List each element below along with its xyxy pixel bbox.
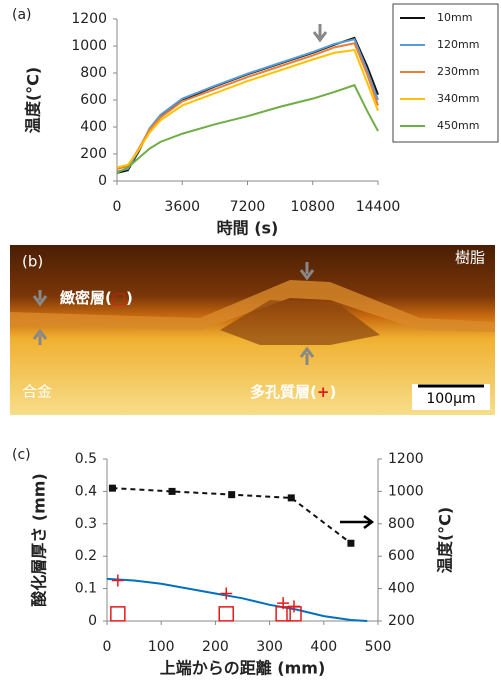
x-tick-label: 14400 (356, 199, 401, 215)
y-tick-label: 0.3 (75, 516, 97, 532)
panel-label: (c) (12, 447, 31, 463)
x-tick-label: 300 (256, 639, 283, 655)
point (111, 574, 124, 587)
legend-label: 10mm (437, 11, 472, 24)
y-tick-label: 0.1 (75, 581, 97, 597)
x-tick-label: 100 (148, 639, 175, 655)
y-tick-label: 1200 (71, 11, 107, 27)
y2-tick-label: 200 (388, 613, 415, 629)
x-axis-label: 時間 (s) (217, 219, 279, 238)
series-line (116, 48, 379, 169)
panel-label: (b) (22, 253, 43, 271)
y2-tick-label: 1200 (388, 451, 424, 467)
y-tick-label: 0 (98, 173, 107, 189)
point (287, 494, 295, 502)
y2-tick-label: 1000 (388, 483, 424, 499)
resin-label: 樹脂 (455, 249, 485, 267)
point (347, 539, 355, 547)
x-tick-label: 400 (310, 639, 337, 655)
scale-box (412, 384, 490, 410)
x-tick-label: 0 (103, 639, 112, 655)
point (220, 587, 233, 600)
legend-label: 340mm (437, 92, 479, 105)
series-line (106, 577, 368, 622)
series-line (116, 36, 379, 174)
legend-label: 120mm (437, 38, 479, 51)
point (286, 606, 302, 622)
dense-label: 緻密層(□) (60, 289, 133, 307)
y-tick-label: 0.5 (75, 451, 97, 467)
dense-text: 緻密層( (60, 289, 112, 307)
dense-symbol: □ (112, 289, 126, 307)
x-tick-label: 3600 (164, 199, 200, 215)
legend-box (392, 3, 499, 143)
series-line (116, 83, 379, 174)
y2-tick-label: 800 (388, 516, 415, 532)
x-tick-label: 7200 (230, 199, 266, 215)
series-line (116, 38, 379, 173)
y-tick-label: 400 (80, 119, 107, 135)
y-axis-label: 温度(°C) (24, 67, 43, 134)
point (110, 606, 126, 622)
y-tick-label: 1000 (71, 38, 107, 54)
porous-text-end: ) (329, 383, 336, 401)
y-axis-label: 酸化層厚さ (mm) (30, 473, 49, 607)
y-tick-label: 200 (80, 146, 107, 162)
alloy-label: 合金 (22, 383, 52, 401)
panel-label: (a) (12, 7, 32, 23)
dense-layer-band (10, 280, 495, 332)
porous-symbol: + (317, 383, 330, 401)
x-tick-label: 0 (113, 199, 122, 215)
point (218, 606, 234, 622)
x-tick-label: 500 (365, 639, 392, 655)
point (168, 487, 176, 495)
y-tick-label: 0.4 (75, 483, 97, 499)
y2-tick-label: 400 (388, 581, 415, 597)
arrows (32, 262, 315, 365)
point (228, 491, 236, 499)
y2-axis-label: 温度(°C) (436, 507, 455, 574)
y-tick-label: 0.2 (75, 548, 97, 564)
micrograph: (b) 樹脂 合金 緻密層(□) 多孔質層(+) 100μm (10, 245, 495, 415)
point (275, 606, 291, 622)
point (108, 484, 116, 492)
axis-arrow (340, 515, 375, 529)
porous-region (220, 300, 380, 345)
y-tick-label: 600 (80, 92, 107, 108)
y-tick-label: 0 (88, 613, 97, 629)
scale-label: 100μm (426, 391, 475, 407)
x-tick-label: 10800 (290, 199, 335, 215)
x-tick-label: 200 (202, 639, 229, 655)
y2-tick-label: 600 (388, 548, 415, 564)
series-line (116, 42, 379, 170)
dense-text-end: ) (126, 289, 133, 307)
legend-label: 450mm (437, 119, 479, 132)
legend-label: 230mm (437, 65, 479, 78)
porous-label: 多孔質層(+) (250, 383, 336, 401)
peak-arrow (312, 24, 328, 43)
y-tick-label: 800 (80, 65, 107, 81)
x-axis-label: 上端からの距離 (mm) (160, 659, 326, 678)
porous-text: 多孔質層( (250, 383, 317, 401)
